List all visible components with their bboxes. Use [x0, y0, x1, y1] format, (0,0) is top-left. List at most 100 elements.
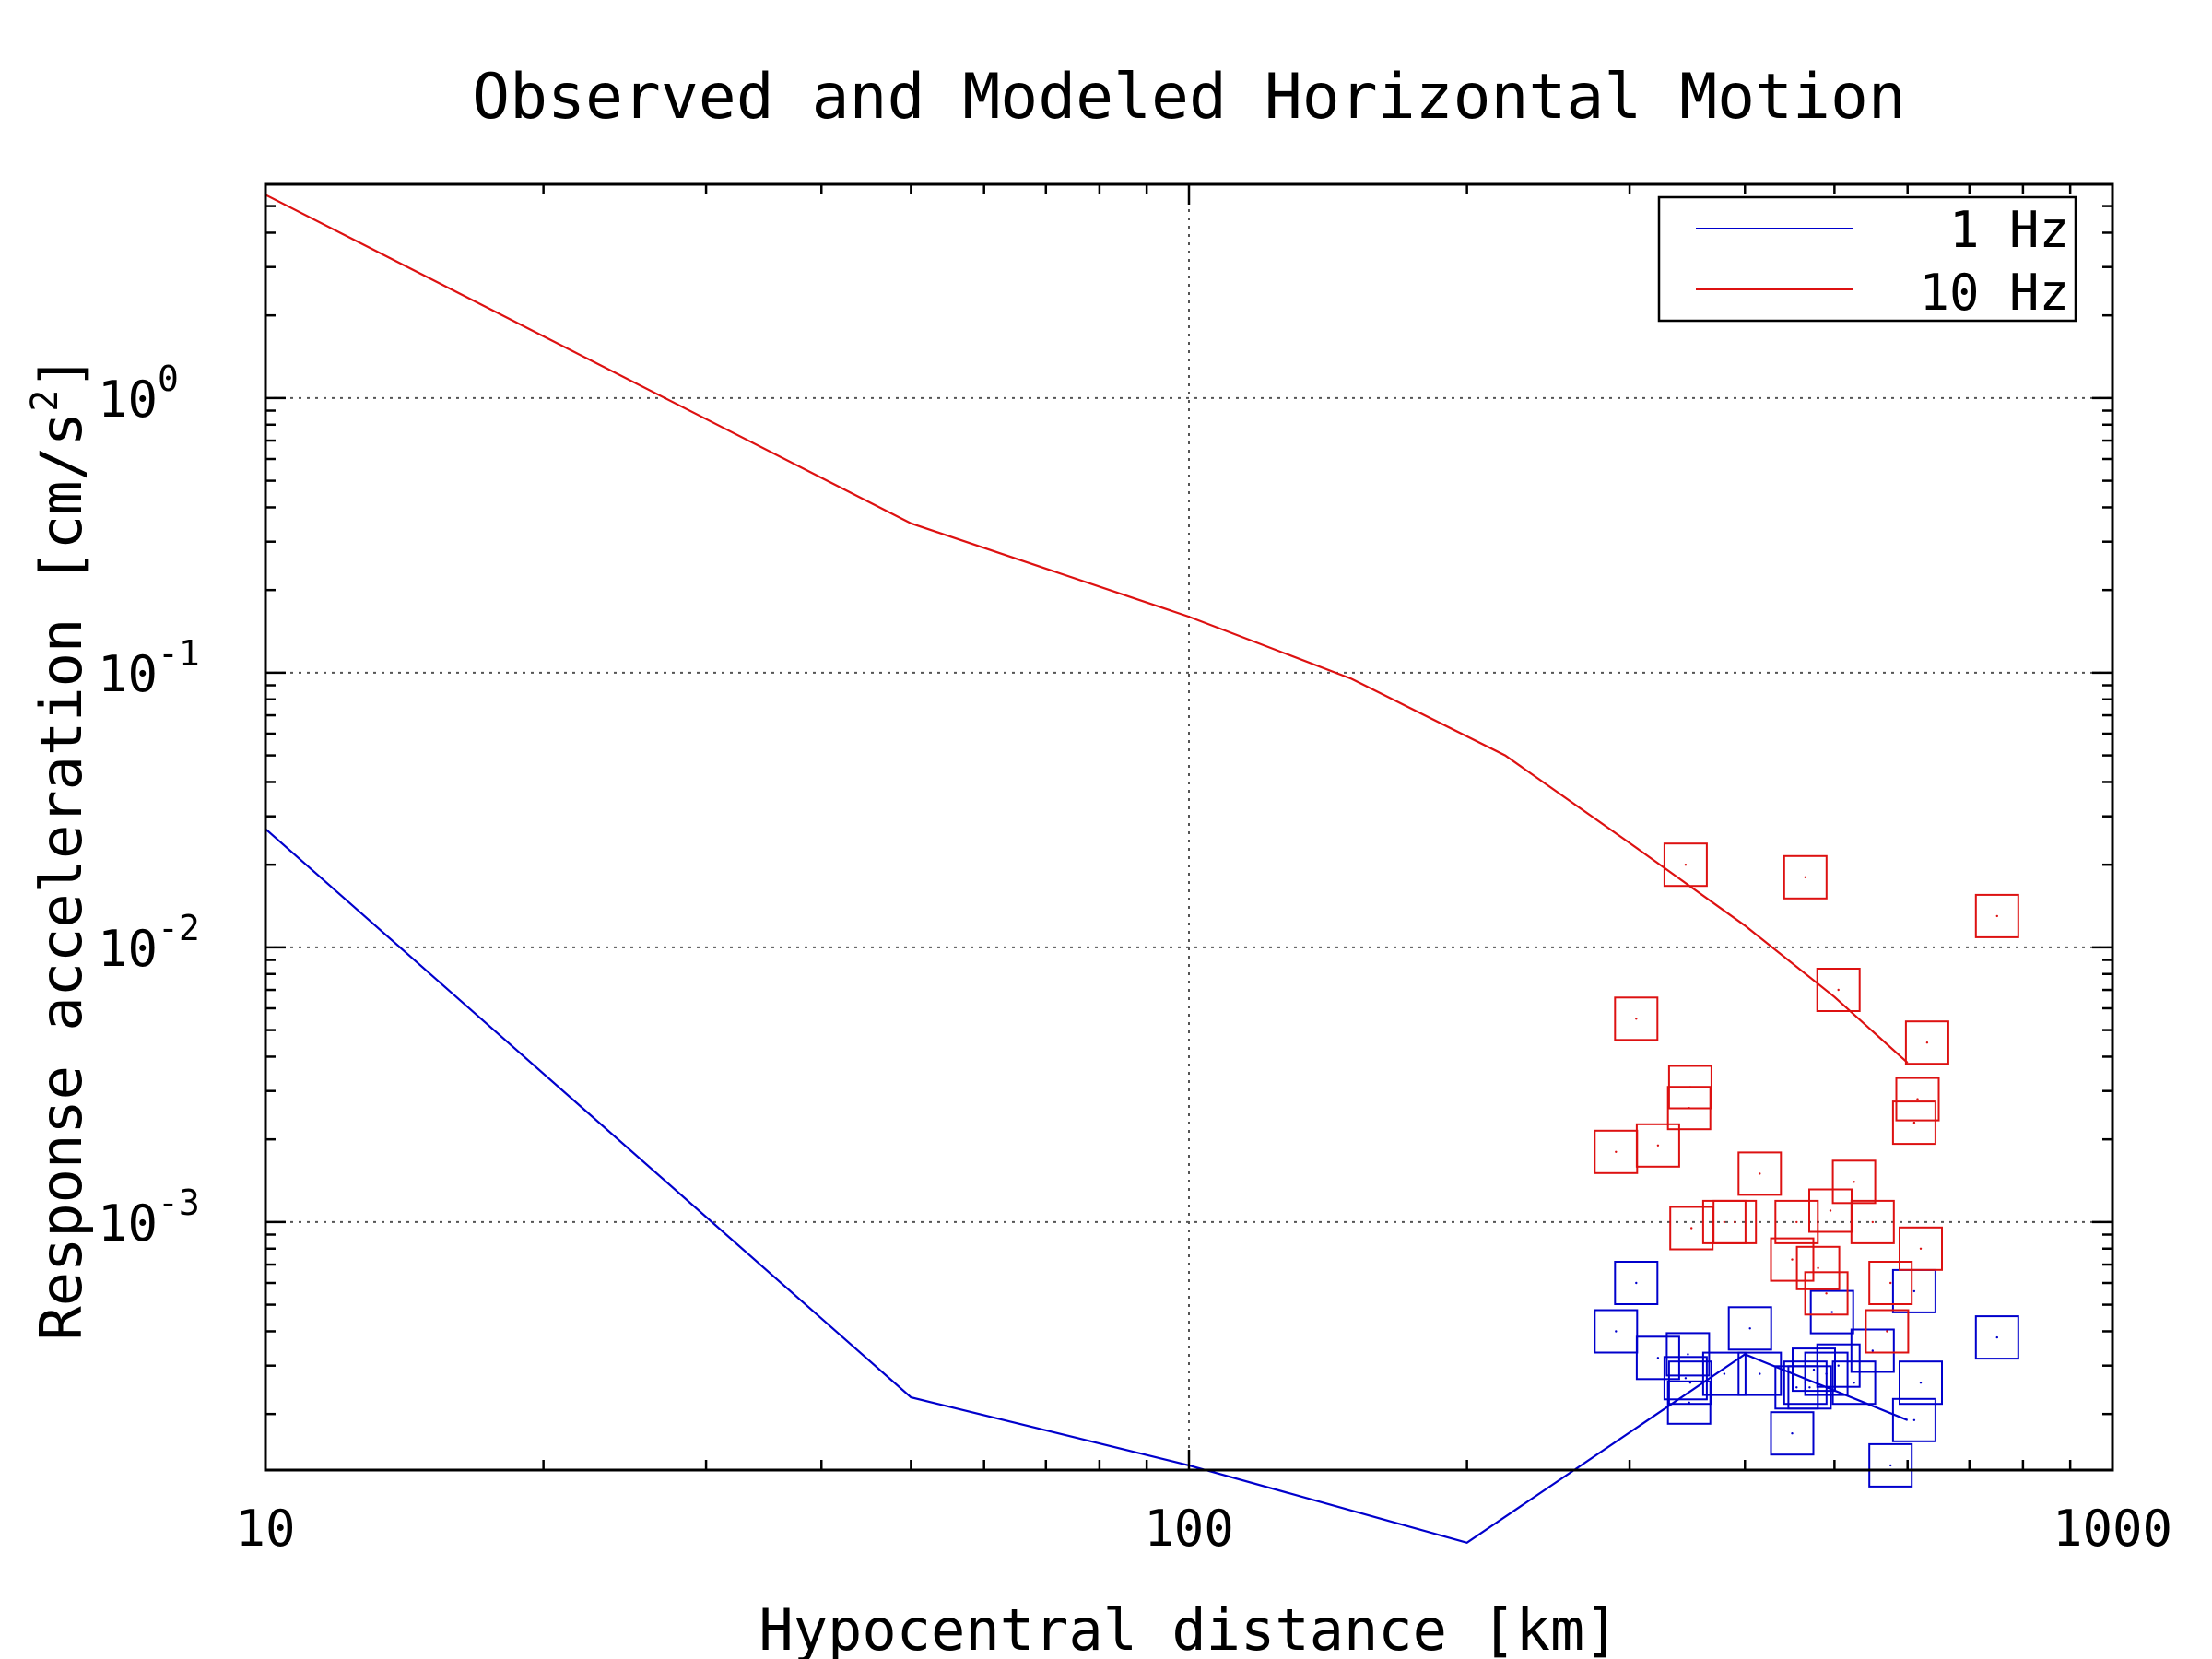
- observation-dot-10hz-7: [1723, 1220, 1726, 1224]
- observation-1hz-5: [1666, 1380, 1712, 1425]
- observation-dot-10hz-13: [1817, 1266, 1819, 1270]
- observation-10hz-3: [1663, 842, 1708, 888]
- observation-1hz-1: [1614, 1261, 1659, 1305]
- observation-10hz-19: [1865, 1309, 1910, 1354]
- observation-dot-10hz-25: [1995, 914, 1998, 918]
- legend: 1 Hz 10 Hz: [1657, 195, 2077, 323]
- observation-dot-10hz-0: [1615, 1150, 1618, 1154]
- observation-dot-1hz-24: [1995, 1335, 1998, 1339]
- observation-10hz-1: [1614, 996, 1659, 1041]
- observation-1hz-17: [1816, 1343, 1861, 1388]
- observation-dot-10hz-12: [1804, 876, 1807, 878]
- observation-dot-1hz-13: [1808, 1386, 1811, 1389]
- observation-10hz-12: [1783, 854, 1828, 900]
- observation-dot-1hz-20: [1889, 1464, 1892, 1467]
- legend-label-10hz: 10 Hz: [1919, 264, 2069, 322]
- observation-dot-10hz-23: [1919, 1247, 1923, 1251]
- observation-10hz-13: [1795, 1245, 1841, 1290]
- observation-dot-1hz-6: [1688, 1382, 1692, 1384]
- observation-1hz-8: [1727, 1306, 1772, 1351]
- y-axis-label: Response acceleration [cm/s2]: [24, 355, 95, 1340]
- observation-dot-1hz-2: [1656, 1357, 1660, 1359]
- observation-dot-10hz-5: [1688, 1086, 1692, 1088]
- legend-label-1hz: 1 Hz: [1949, 201, 2069, 259]
- observation-dot-10hz-24: [1925, 1041, 1929, 1044]
- observation-dot-1hz-3: [1684, 1377, 1688, 1380]
- x-tick-label-0: 10: [235, 1500, 295, 1558]
- y-tick-label-0: 100: [98, 359, 179, 429]
- observation-10hz-20: [1868, 1261, 1913, 1305]
- legend-box: [1657, 195, 2077, 323]
- y-tick-label-exponent: -3: [158, 1182, 200, 1223]
- observation-10hz-8: [1712, 1199, 1758, 1244]
- observations-layer: [1594, 842, 2019, 1488]
- observation-dot-1hz-16: [1830, 1311, 1833, 1313]
- observation-1hz-9: [1737, 1351, 1783, 1396]
- y-tick-label-base: 10: [98, 1194, 158, 1253]
- observation-1hz-4: [1665, 1332, 1711, 1377]
- observation-1hz-18: [1831, 1360, 1877, 1406]
- observation-1hz-3: [1663, 1356, 1708, 1401]
- observation-dot-1hz-22: [1912, 1418, 1916, 1422]
- observation-10hz-5: [1667, 1065, 1712, 1110]
- observation-dot-10hz-21: [1912, 1121, 1916, 1124]
- observation-10hz-21: [1891, 1100, 1936, 1146]
- observation-10hz-17: [1831, 1159, 1877, 1205]
- y-tick-label-3: 10-3: [98, 1182, 200, 1253]
- observation-10hz-25: [1974, 893, 2019, 938]
- observation-dot-10hz-15: [1829, 1209, 1832, 1212]
- y-tick-label-exponent: 0: [158, 359, 179, 399]
- y-tick-label-base: 10: [98, 371, 158, 429]
- observation-1hz-24: [1974, 1315, 2019, 1360]
- observation-1hz-23: [1899, 1360, 1943, 1406]
- observation-10hz-18: [1850, 1199, 1895, 1244]
- observation-1hz-14: [1792, 1347, 1836, 1393]
- y-tick-label-2: 10-2: [98, 908, 200, 978]
- observation-dot-10hz-18: [1871, 1220, 1875, 1224]
- grid: [265, 184, 2112, 1470]
- observation-10hz-23: [1899, 1226, 1943, 1271]
- observation-10hz-16: [1816, 968, 1861, 1012]
- y-tick-label-base: 10: [98, 645, 158, 703]
- observation-1hz-16: [1809, 1289, 1854, 1335]
- observation-10hz-22: [1895, 1077, 1940, 1122]
- observation-1hz-10: [1770, 1411, 1815, 1456]
- y-tick-label-1: 10-1: [98, 633, 200, 703]
- observation-10hz-9: [1737, 1151, 1783, 1196]
- series-line-10hz: [265, 194, 1909, 1064]
- observation-dot-1hz-21: [1912, 1289, 1916, 1293]
- series-line-1hz: [265, 828, 1909, 1544]
- observation-1hz-20: [1868, 1442, 1913, 1488]
- observation-10hz-11: [1774, 1199, 1819, 1244]
- observation-1hz-22: [1891, 1397, 1936, 1442]
- y-tick-label-exponent: -1: [158, 633, 200, 674]
- observation-dot-1hz-17: [1837, 1364, 1840, 1367]
- observation-1hz-6: [1667, 1360, 1712, 1406]
- observation-dot-10hz-11: [1795, 1220, 1798, 1224]
- y-axis-label-main: Response acceleration [cm/s: [28, 412, 95, 1341]
- observation-dot-1hz-7: [1723, 1372, 1726, 1375]
- observation-dot-10hz-10: [1791, 1258, 1794, 1261]
- observation-10hz-10: [1770, 1237, 1815, 1282]
- observation-10hz-2: [1635, 1123, 1680, 1168]
- observation-dot-10hz-22: [1916, 1098, 1919, 1100]
- observation-1hz-0: [1594, 1309, 1639, 1354]
- observation-dot-1hz-8: [1748, 1327, 1751, 1330]
- observation-1hz-19: [1850, 1328, 1895, 1373]
- observation-dot-1hz-18: [1853, 1382, 1855, 1384]
- x-tick-label-1: 100: [1144, 1500, 1234, 1558]
- observation-dot-1hz-1: [1635, 1281, 1638, 1285]
- observation-10hz-14: [1804, 1271, 1849, 1316]
- series-layer: [265, 194, 1909, 1544]
- observation-dot-10hz-20: [1889, 1281, 1892, 1285]
- y-axis-label-superscript: 2: [24, 390, 66, 412]
- observation-dot-10hz-9: [1759, 1172, 1761, 1175]
- observation-dot-10hz-3: [1684, 864, 1688, 866]
- observation-dot-1hz-23: [1919, 1382, 1923, 1384]
- y-tick-label-base: 10: [98, 920, 158, 978]
- observation-dot-1hz-0: [1615, 1330, 1618, 1333]
- observation-dot-1hz-4: [1687, 1353, 1689, 1356]
- y-axis-label-end: ]: [28, 355, 95, 389]
